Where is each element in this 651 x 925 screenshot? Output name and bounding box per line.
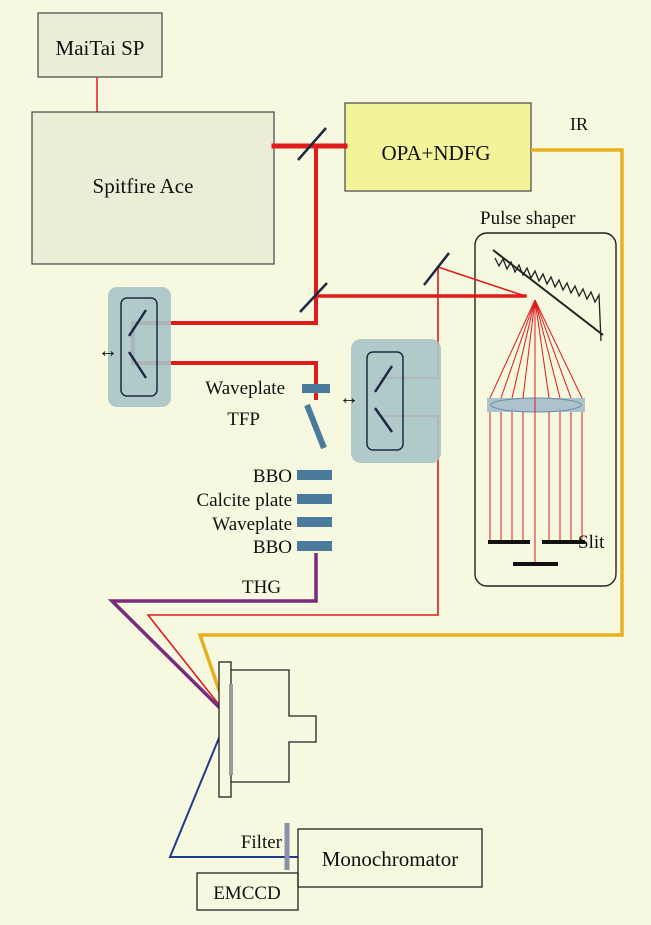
signal-beam <box>168 715 298 858</box>
waveplate-bottom <box>297 517 332 527</box>
spitfire-box: Spitfire Ace <box>31 111 275 265</box>
bbo-2-label: BBO <box>253 537 292 558</box>
pulse-shaper: Pulse shaper <box>474 208 617 587</box>
monochromator-label: Monochromator <box>322 847 458 871</box>
waveplate-top <box>302 384 330 393</box>
waveplate-top-label: Waveplate <box>205 378 285 399</box>
grating <box>492 249 604 342</box>
emccd-box: EMCCD <box>196 872 299 911</box>
calcite-label: Calcite plate <box>197 490 292 511</box>
right-stage-arrow: ↔ <box>339 387 359 409</box>
delay-stage-left <box>108 287 171 407</box>
cylindrical-lens <box>487 397 585 413</box>
waveplate-bottom-label: Waveplate <box>212 514 292 535</box>
mirrors <box>297 127 450 313</box>
opa-box: OPA+NDFG <box>344 102 532 192</box>
bbo-1 <box>297 470 332 480</box>
pulse-shaper-label: Pulse shaper <box>480 208 576 229</box>
bbo-2 <box>297 541 332 551</box>
mirror-3 <box>423 252 450 286</box>
calcite-plate <box>297 494 332 504</box>
mirror-1 <box>297 127 327 161</box>
monochromator-box: Monochromator <box>297 828 483 888</box>
ir-beam <box>197 148 624 717</box>
maitai-label: MaiTai SP <box>56 36 145 60</box>
tfp-polarizer <box>304 403 327 450</box>
slit-label: Slit <box>578 532 605 553</box>
sample-chamber <box>218 661 317 798</box>
ir-label: IR <box>570 114 588 134</box>
thg-label: THG <box>242 577 281 598</box>
thg-beam <box>107 553 318 718</box>
filter-label: Filter <box>241 832 283 853</box>
opa-label: OPA+NDFG <box>381 141 490 165</box>
bbo-1-label: BBO <box>253 466 292 487</box>
mirror-2 <box>299 282 328 313</box>
shaper-rays <box>489 299 583 562</box>
maitai-box: MaiTai SP <box>37 12 163 78</box>
left-stage-arrow: ↔ <box>98 340 118 362</box>
delay-stage-right <box>351 339 441 463</box>
optics-column <box>297 384 332 551</box>
tfp-label: TFP <box>227 409 260 430</box>
spitfire-label: Spitfire Ace <box>93 174 194 198</box>
slit <box>488 540 585 566</box>
emccd-label: EMCCD <box>213 883 281 904</box>
